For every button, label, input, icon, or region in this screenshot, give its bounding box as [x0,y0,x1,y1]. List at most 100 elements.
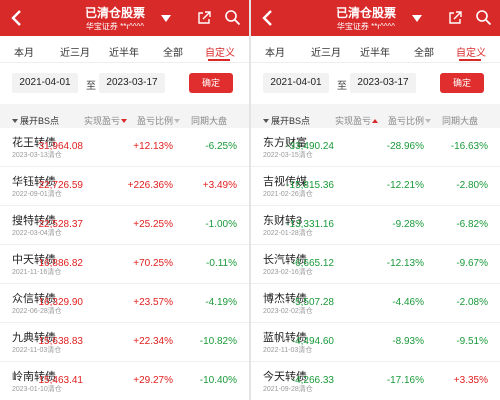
clear-date: 2023-02-16清仓 [263,269,313,276]
market-change: -10.82% [199,336,237,347]
stock-name: 岭南转债 [12,371,56,383]
market-header: 同期大盘 [191,116,228,126]
profit-ratio: +226.36% [127,180,173,191]
date-range-bar: 2021-04-01 至 2023-03-17 确定 [0,63,249,104]
header-title-group[interactable]: 已清仓股票 华宝证券 **r^^^^ [60,6,170,32]
end-date-field[interactable]: 2023-03-17 [350,73,416,93]
stock-row[interactable]: 中天转债 2021-11-16清仓 16,886.82 +70.25% -0.11% [0,245,249,284]
market-change: -10.40% [199,375,237,386]
stock-row[interactable]: 今天转债 2021-09-28清仓 -4,266.33 -17.16% +3.35% [251,362,500,400]
market-change: -6.25% [205,141,237,152]
realized-profit: 15,463.41 [38,375,84,386]
ratio-header-label: 盈亏比例 [388,116,425,126]
profit-header-label: 实现盈亏 [335,116,372,126]
end-date-field[interactable]: 2023-03-17 [99,73,165,93]
expand-bs-toggle[interactable]: 展开BS点 [263,114,310,127]
clear-date: 2022-11-03清仓 [12,347,62,354]
clear-date: 2021-11-16清仓 [12,269,62,276]
stock-row[interactable]: 东方财富 2022-03-15清仓 -33,490.24 -28.96% -16.63% [251,128,500,167]
header-title-group[interactable]: 已清仓股票 华宝证券 **r^^^^ [311,6,421,32]
stock-row[interactable]: 花王转债 2023-03-13清仓 31,964.08 +12.13% -6.25% [0,128,249,167]
profit-ratio: -17.16% [386,375,424,386]
sort-ratio-header[interactable]: 盈亏比例 [388,114,432,127]
active-tab-indicator [208,59,230,61]
active-tab-indicator [459,59,481,61]
tab-this-month[interactable]: 本月 [265,48,285,59]
stock-row[interactable]: 东财转3 2022-01-28清仓 -13,331.16 -9.28% -6.82% [251,206,500,245]
stock-name: 花王转债 [12,137,56,149]
stock-row[interactable]: 九典转债 2022-11-03清仓 15,638.83 +22.34% -10.82% [0,323,249,362]
realized-profit: -33,490.24 [286,141,334,152]
realized-profit: 31,964.08 [38,141,84,152]
tab-half-year[interactable]: 近半年 [109,48,139,59]
search-icon[interactable] [475,9,492,26]
page-title: 已清仓股票 [84,6,145,20]
start-date-field[interactable]: 2021-04-01 [12,73,78,93]
clear-date: 2022-03-04清仓 [12,230,62,237]
stock-name: 长汽转债 [263,254,307,266]
start-date-field[interactable]: 2021-04-01 [263,73,329,93]
share-icon[interactable] [447,10,463,26]
header-bar: 已清仓股票 华宝证券 **r^^^^ [0,0,249,36]
clear-date: 2022-09-01清仓 [12,191,62,198]
clear-date: 2022-11-03清仓 [263,347,313,354]
stock-name: 华钰转债 [12,176,56,188]
right-screen: 已清仓股票 华宝证券 **r^^^^ 本月 近三月 近半年 全部 自定义 202… [251,0,500,400]
date-range-separator: 至 [337,81,347,92]
tab-all[interactable]: 全部 [163,48,183,59]
stock-row[interactable]: 博杰转债 2023-02-02清仓 -5,507.28 -4.46% -2.08% [251,284,500,323]
sort-asc-icon [372,119,379,123]
tab-half-year[interactable]: 近半年 [360,48,390,59]
dropdown-caret-icon[interactable] [411,12,423,24]
realized-profit: 22,726.59 [38,180,84,191]
date-range-separator: 至 [86,81,96,92]
confirm-button[interactable]: 确定 [440,73,484,93]
screenshot-divider [249,0,251,400]
stock-name: 东财转3 [263,215,303,227]
stock-name: 今天转债 [263,371,307,383]
sort-profit-header[interactable]: 实现盈亏 [335,114,379,127]
realized-profit: -6,665.12 [291,258,334,269]
profit-ratio: +70.25% [133,258,173,269]
sort-profit-header[interactable]: 实现盈亏 [84,114,128,127]
realized-profit: 16,886.82 [38,258,84,269]
dropdown-caret-icon[interactable] [160,12,172,24]
market-change: -9.67% [456,258,488,269]
clear-date: 2021-02-26清仓 [263,191,313,198]
confirm-button[interactable]: 确定 [189,73,233,93]
tab-custom[interactable]: 自定义 [456,48,486,59]
period-tabs: 本月 近三月 近半年 全部 自定义 [0,36,249,63]
ratio-header-label: 盈亏比例 [137,116,174,126]
expand-triangle-icon [263,119,269,123]
tab-three-months[interactable]: 近三月 [311,48,341,59]
stock-row[interactable]: 搜特转债 2022-03-04清仓 22,528.37 +25.25% -1.00% [0,206,249,245]
expand-triangle-icon [12,119,18,123]
cleared-stock-list: 东方财富 2022-03-15清仓 -33,490.24 -28.96% -16.63%… [251,128,500,400]
period-tabs: 本月 近三月 近半年 全部 自定义 [251,36,500,63]
search-icon[interactable] [224,9,241,26]
page-title: 已清仓股票 [335,6,396,20]
tab-this-month[interactable]: 本月 [14,48,34,59]
clear-date: 2023-02-02清仓 [263,308,313,315]
market-change: -6.82% [456,219,488,230]
account-subtitle: 华宝证券 **r^^^^ [85,22,145,31]
tab-custom[interactable]: 自定义 [205,48,235,59]
back-button[interactable] [10,5,30,31]
tab-three-months[interactable]: 近三月 [60,48,90,59]
date-range-bar: 2021-04-01 至 2023-03-17 确定 [251,63,500,104]
market-change: -1.00% [205,219,237,230]
tab-all[interactable]: 全部 [414,48,434,59]
realized-profit: -4,494.60 [291,336,334,347]
stock-row[interactable]: 众信转债 2022-06-28清仓 16,329.90 +23.57% -4.19% [0,284,249,323]
stock-row[interactable]: 长汽转债 2023-02-16清仓 -6,665.12 -12.13% -9.67% [251,245,500,284]
sort-ratio-header[interactable]: 盈亏比例 [137,114,181,127]
realized-profit: -15,815.36 [286,180,334,191]
stock-row[interactable]: 岭南转债 2023-01-10清仓 15,463.41 +29.27% -10.40% [0,362,249,400]
expand-bs-toggle[interactable]: 展开BS点 [12,114,59,127]
market-change: -16.63% [450,141,488,152]
back-button[interactable] [261,5,281,31]
stock-row[interactable]: 华钰转债 2022-09-01清仓 22,726.59 +226.36% +3.49% [0,167,249,206]
stock-row[interactable]: 蓝帆转债 2022-11-03清仓 -4,494.60 -8.93% -9.51% [251,323,500,362]
share-icon[interactable] [196,10,212,26]
stock-row[interactable]: 吉视传媒 2021-02-26清仓 -15,815.36 -12.21% -2.80% [251,167,500,206]
